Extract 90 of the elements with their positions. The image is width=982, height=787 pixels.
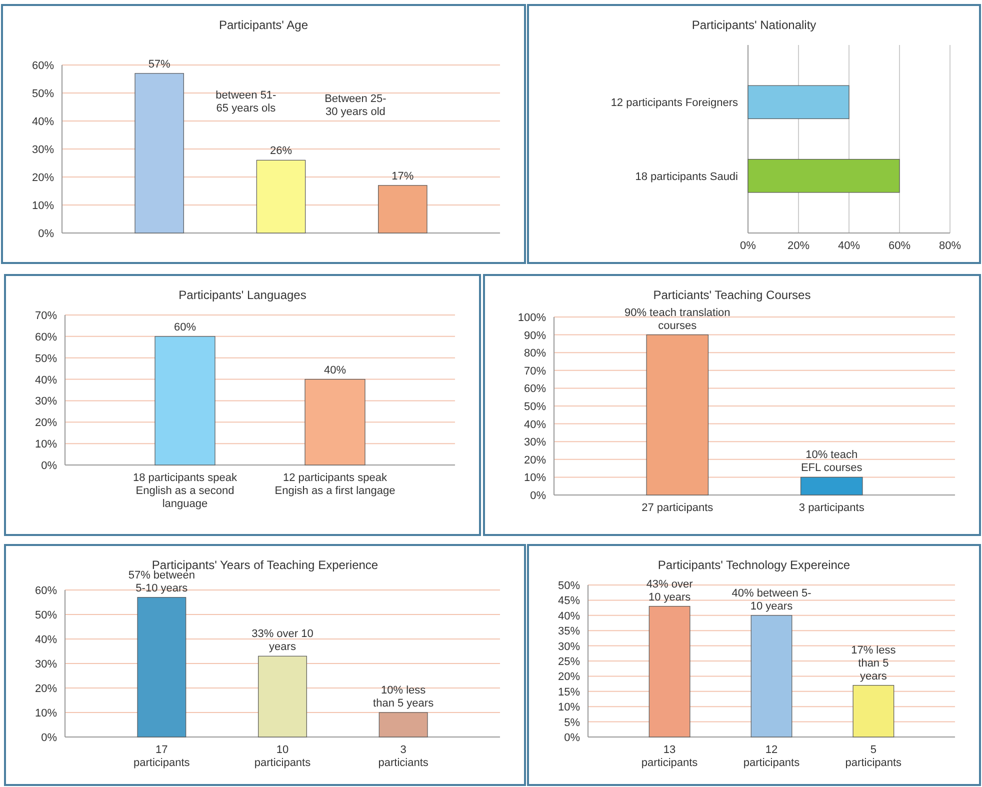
x-tick-label: 27 participants bbox=[642, 502, 714, 514]
x-tick-label: 10 participants bbox=[254, 744, 312, 769]
data-label: 60% bbox=[174, 321, 196, 334]
y-tick-label: 50% bbox=[34, 610, 58, 622]
chart-title: Participants' Technology Expereince bbox=[658, 558, 850, 572]
y-tick-label: 20% bbox=[558, 671, 580, 684]
y-tick-label: 50% bbox=[558, 580, 580, 592]
y-tick-label: 15% bbox=[558, 686, 580, 698]
y-tick-label: 10% bbox=[34, 708, 58, 720]
x-tick-label: 20% bbox=[787, 240, 810, 252]
x-tick-label: 3 participants bbox=[798, 502, 865, 514]
bar bbox=[378, 185, 428, 234]
y-tick-label: 35% bbox=[558, 626, 580, 638]
y-tick-label: 40% bbox=[32, 116, 54, 128]
y-tick-label: 30% bbox=[558, 640, 580, 653]
x-tick-label: 5 participants bbox=[845, 744, 902, 769]
y-tick-label: 60% bbox=[32, 60, 54, 72]
y-tick-label: 40% bbox=[524, 418, 546, 431]
y-tick-label: 5% bbox=[564, 716, 580, 729]
y-tick-label: 80% bbox=[524, 348, 546, 360]
y-tick-label: 20% bbox=[34, 683, 58, 695]
bar bbox=[378, 712, 428, 738]
x-tick-label: 0% bbox=[740, 240, 756, 252]
x-tick-label: 13 participants bbox=[641, 744, 698, 769]
y-tick-label: 0% bbox=[41, 460, 58, 472]
y-tick-label: 0% bbox=[38, 228, 54, 240]
y-tick-label: 50% bbox=[34, 352, 58, 365]
x-tick-label: 12 participants bbox=[743, 744, 800, 769]
x-tick-label: 17 participants bbox=[134, 744, 190, 769]
y-tick-label: 40% bbox=[558, 610, 580, 622]
data-label: 90% teach translation courses bbox=[624, 306, 730, 332]
y-tick-label: 30% bbox=[34, 658, 58, 670]
y-tick-label: 20% bbox=[34, 417, 58, 430]
y-tick-label: 70% bbox=[524, 365, 546, 378]
y-tick-label: 10% bbox=[558, 702, 580, 714]
y-tick-label: 10% bbox=[34, 438, 58, 451]
chart-title: Participants' Languages bbox=[178, 288, 306, 302]
x-tick-label: 60% bbox=[888, 240, 911, 252]
x-tick-label: 12 participants speak Engish as a first langage bbox=[274, 472, 396, 497]
data-label: 57% bbox=[148, 58, 171, 70]
data-label: 43% over 10 years bbox=[646, 578, 694, 604]
bar bbox=[750, 615, 792, 738]
data-label: 17% less than 5 years bbox=[851, 644, 896, 682]
data-label: 40% bbox=[324, 364, 346, 376]
y-tick-label: 70% bbox=[34, 310, 58, 322]
y-tick-label: 50% bbox=[524, 401, 546, 413]
y-tick-label: 10% bbox=[32, 200, 54, 212]
chart-title: Particiants' Teaching Courses bbox=[653, 288, 811, 302]
y-tick-label: 12 participants Foreigners bbox=[610, 97, 738, 110]
y-tick-label: 0% bbox=[41, 732, 58, 744]
data-label: 26% bbox=[270, 145, 292, 158]
data-label: 33% over 10 years bbox=[252, 628, 314, 654]
y-tick-label: 45% bbox=[558, 595, 580, 608]
y-tick-label: 30% bbox=[34, 396, 58, 408]
y-tick-label: 25% bbox=[558, 656, 580, 668]
chart-title: Participants' Years of Teaching Experience bbox=[152, 558, 378, 572]
y-tick-label: 30% bbox=[524, 436, 546, 449]
data-label: 17% bbox=[392, 170, 414, 182]
x-tick-label: 18 participants speak English as a second language bbox=[133, 472, 238, 510]
data-label: 10% teach EFL courses bbox=[800, 449, 863, 474]
y-tick-label: 18 participants Saudi bbox=[635, 170, 738, 183]
y-tick-label: 20% bbox=[524, 454, 546, 466]
y-tick-label: 60% bbox=[34, 331, 58, 344]
y-tick-label: 40% bbox=[34, 634, 58, 646]
bar bbox=[134, 73, 184, 234]
y-tick-label: 60% bbox=[34, 585, 58, 597]
bar bbox=[852, 685, 894, 738]
bar bbox=[137, 597, 186, 738]
annotation: Between 25- 30 years old bbox=[324, 92, 387, 118]
chart-title: Participants' Nationality bbox=[692, 18, 816, 32]
y-tick-label: 0% bbox=[564, 732, 580, 744]
y-tick-label: 100% bbox=[518, 312, 546, 324]
y-tick-label: 40% bbox=[34, 374, 58, 386]
bar bbox=[648, 606, 690, 738]
y-tick-label: 60% bbox=[524, 383, 546, 396]
x-tick-label: 3 particiants bbox=[378, 744, 429, 769]
y-tick-label: 50% bbox=[32, 88, 54, 100]
x-tick-label: 40% bbox=[838, 240, 860, 252]
y-tick-label: 30% bbox=[32, 144, 54, 156]
data-label: 10% less than 5 years bbox=[373, 684, 434, 710]
bar bbox=[258, 656, 307, 738]
chart-title: Participants' Age bbox=[218, 18, 308, 32]
data-label: 57% between 5-10 years bbox=[128, 569, 196, 594]
y-tick-label: 20% bbox=[32, 172, 54, 184]
x-tick-label: 80% bbox=[938, 240, 962, 252]
y-tick-label: 10% bbox=[524, 472, 546, 484]
bar bbox=[256, 160, 306, 234]
annotation: between 51- 65 years ols bbox=[216, 90, 277, 115]
data-label: 40% between 5- 10 years bbox=[732, 587, 812, 612]
y-tick-label: 90% bbox=[524, 330, 546, 342]
